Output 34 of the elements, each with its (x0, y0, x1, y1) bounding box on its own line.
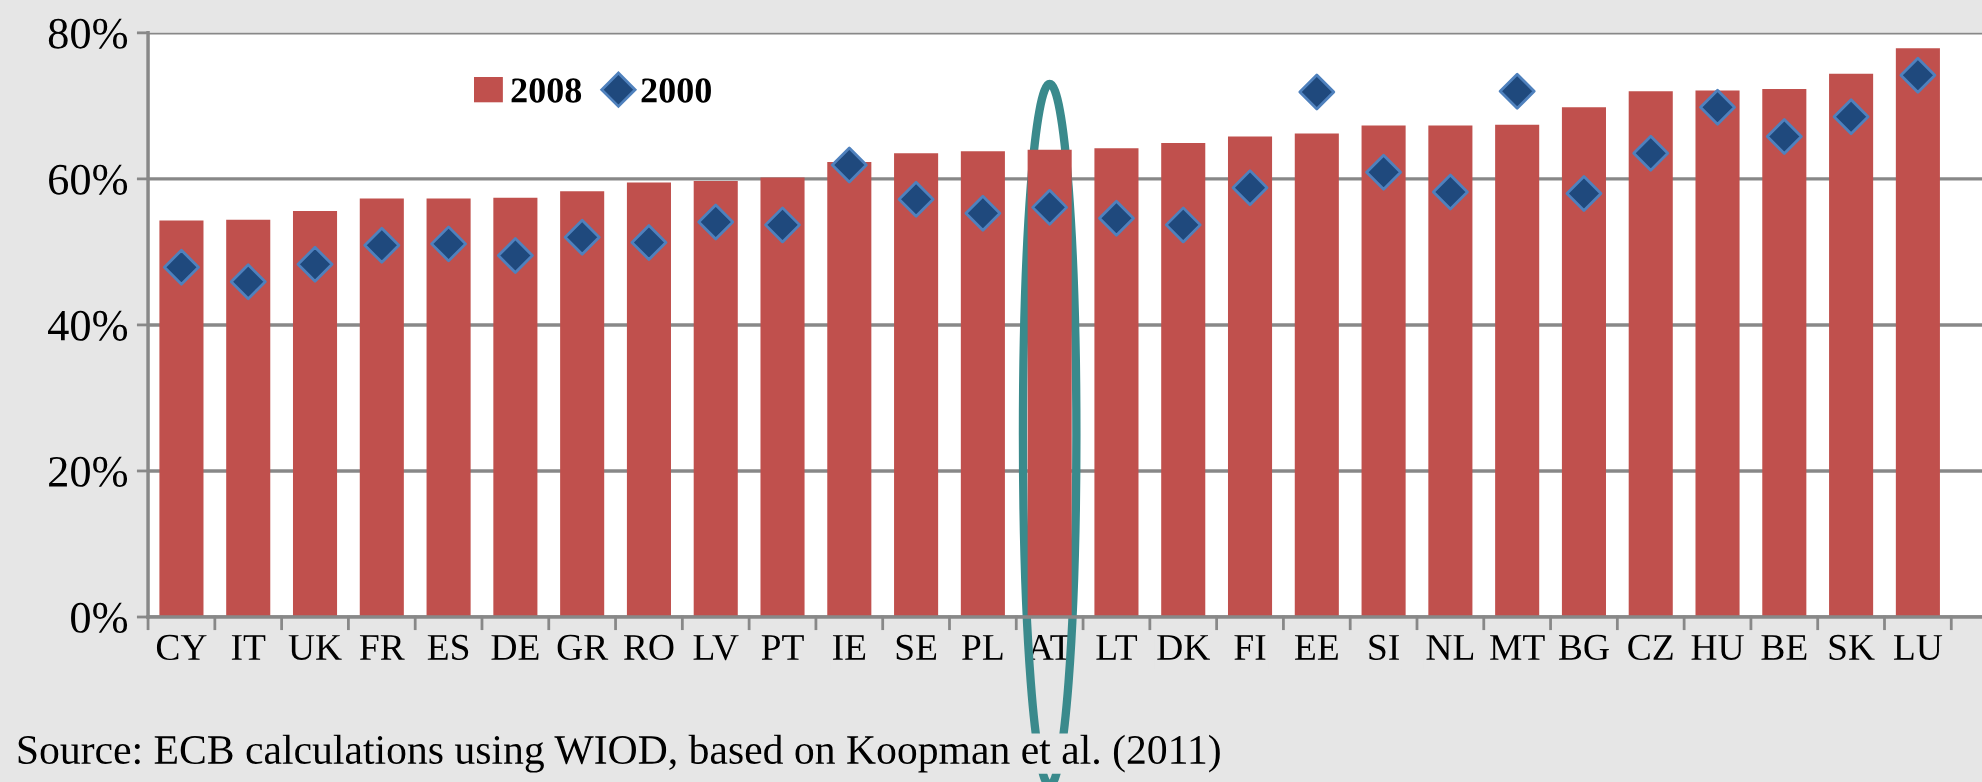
source-note: Source: ECB calculations using WIOD, based on Koopman et al. (2011) (18, 734, 1220, 773)
x-tick-label: SI (1369, 634, 1399, 661)
x-tick-label: SK (1829, 634, 1875, 661)
x-tick-label: GR (557, 634, 609, 661)
x-tick-label: MT (1490, 635, 1545, 660)
x-tick-label: IE (832, 635, 866, 660)
x-tick-label: CY (156, 634, 207, 661)
x-tick-label: FR (359, 635, 405, 660)
x-tick-label: FI (1234, 635, 1266, 660)
x-tick-label: PL (962, 635, 1003, 660)
x-tick-label: RO (623, 634, 674, 661)
y-tick-label: 20% (49, 456, 128, 487)
y-tick-label: 40% (48, 310, 128, 341)
x-tick-label: SE (896, 634, 937, 661)
x-tick-label: IT (231, 635, 266, 660)
x-tick-label: HU (1691, 635, 1744, 661)
x-tick-label: UK (288, 635, 342, 661)
x-tick-label: LT (1096, 635, 1138, 660)
legend-label: 2008 (511, 78, 582, 103)
y-tick-label: 0% (71, 602, 128, 633)
x-tick-label: BE (1761, 635, 1807, 660)
x-tick-label: CZ (1628, 634, 1673, 661)
x-tick-label: NL (1426, 635, 1474, 660)
x-tick-label: DE (491, 635, 539, 660)
x-tick-label: EE (1294, 635, 1338, 660)
x-tick-label: BG (1558, 634, 1609, 661)
x-tick-label: ES (427, 634, 469, 661)
x-tick-label: DK (1157, 635, 1210, 660)
x-tick-label: LV (693, 635, 739, 661)
x-tick-label: LU (1893, 635, 1943, 661)
x-tick-label: PT (761, 635, 804, 660)
legend-label: 2000 (641, 78, 711, 103)
y-tick-label: 80% (48, 18, 128, 49)
y-tick-label: 60% (49, 164, 128, 195)
